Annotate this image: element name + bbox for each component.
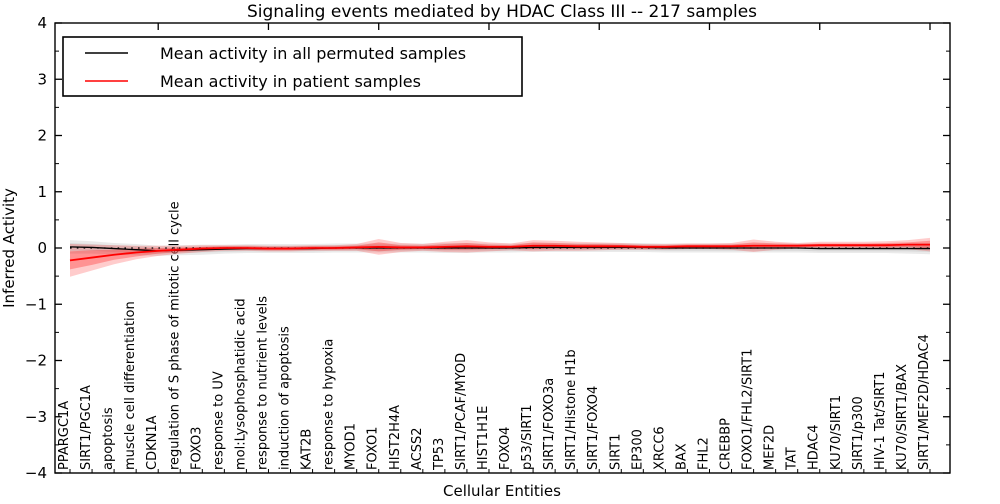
x-tick-label: SIRT1/p300 [851,396,866,470]
chart-title: Signaling events mediated by HDAC Class … [247,2,757,22]
y-axis-title: Inferred Activity [0,188,18,308]
x-tick-label: SIRT1/FOXO3a [542,378,557,470]
x-tick-label: SIRT1 [608,434,623,470]
x-tick-label: MEF2D [763,425,778,470]
legend: Mean activity in all permuted samples Me… [62,36,523,97]
x-tick-label: HDAC4 [807,424,822,470]
legend-label-patient: Mean activity in patient samples [160,72,421,91]
x-tick-label: TP53 [432,438,447,471]
y-tick-label: 4 [37,14,47,32]
x-tick-label: FOXO1 [366,427,381,470]
legend-label-permuted: Mean activity in all permuted samples [160,44,466,63]
x-tick-label: PPARGC1A [57,401,72,470]
x-tick-label: KU70/SIRT1 [829,395,844,470]
x-tick-label: MYOD1 [344,423,359,470]
x-tick-label: CREBBP [719,418,734,470]
x-tick-label: EP300 [630,429,645,470]
x-tick-label: KAT2B [300,429,315,470]
patient-band-outer [70,237,930,277]
x-tick-label: FHL2 [696,437,711,470]
x-tick-label: response to nutrient levels [255,296,270,470]
x-tick-label: BAX [674,443,689,470]
x-tick-label: HIV-1 Tat/SIRT1 [873,372,888,470]
x-tick-label: FOXO4 [498,427,513,470]
x-tick-label: TAT [785,447,800,471]
x-tick-label: SIRT1/Histone H1b [564,349,579,470]
x-tick-label: SIRT1/PCAF/MYOD [454,353,469,470]
y-tick-label: 1 [37,183,47,201]
y-tick-label: 0 [37,239,47,257]
x-tick-label: FOXO3 [189,427,204,470]
x-tick-label: mol:Lysophosphatidic acid [233,298,248,470]
y-tick-label: 3 [37,70,47,88]
x-tick-label: HIST1H1E [476,406,491,470]
permuted-mean-line [69,246,930,252]
legend-box [62,36,523,97]
x-tick-label: induction of apoptosis [278,326,293,470]
x-tick-label: FOXO1/FHL2/SIRT1 [741,349,756,470]
y-tick-label: 2 [37,127,47,145]
x-tick-label: ACSS2 [410,427,425,470]
x-axis-title: Cellular Entities [443,482,561,500]
x-tick-label: KU70/SIRT1/BAX [895,364,910,470]
x-tick-label: CDKN1A [145,415,160,470]
y-tick-label: −3 [25,408,47,426]
x-tick-label: muscle cell differentiation [123,301,138,470]
x-tick-label: regulation of S phase of mitotic cell cy… [167,201,182,470]
x-tick-label: XRCC6 [652,426,667,470]
x-tick-label: SIRT1/MEF2D/HDAC4 [917,334,932,470]
y-tick-label: −1 [25,295,47,313]
y-tick-label: −4 [25,464,47,482]
plot-area: PPARGC1A SIRT1/PGC1A apoptosis muscle cell … [25,14,951,482]
x-tick-label: p53/SIRT1 [520,404,535,470]
x-tick-label: SIRT1/PGC1A [79,385,94,470]
x-tick-label: HIST2H4A [388,405,403,470]
x-tick-label: response to hypoxia [322,339,337,470]
y-tick-label: −2 [25,352,47,370]
x-tick-label: apoptosis [101,407,116,470]
x-tick-label: SIRT1/FOXO4 [586,386,601,470]
patient-mean-line [69,243,930,262]
x-tick-label: response to UV [211,371,226,470]
